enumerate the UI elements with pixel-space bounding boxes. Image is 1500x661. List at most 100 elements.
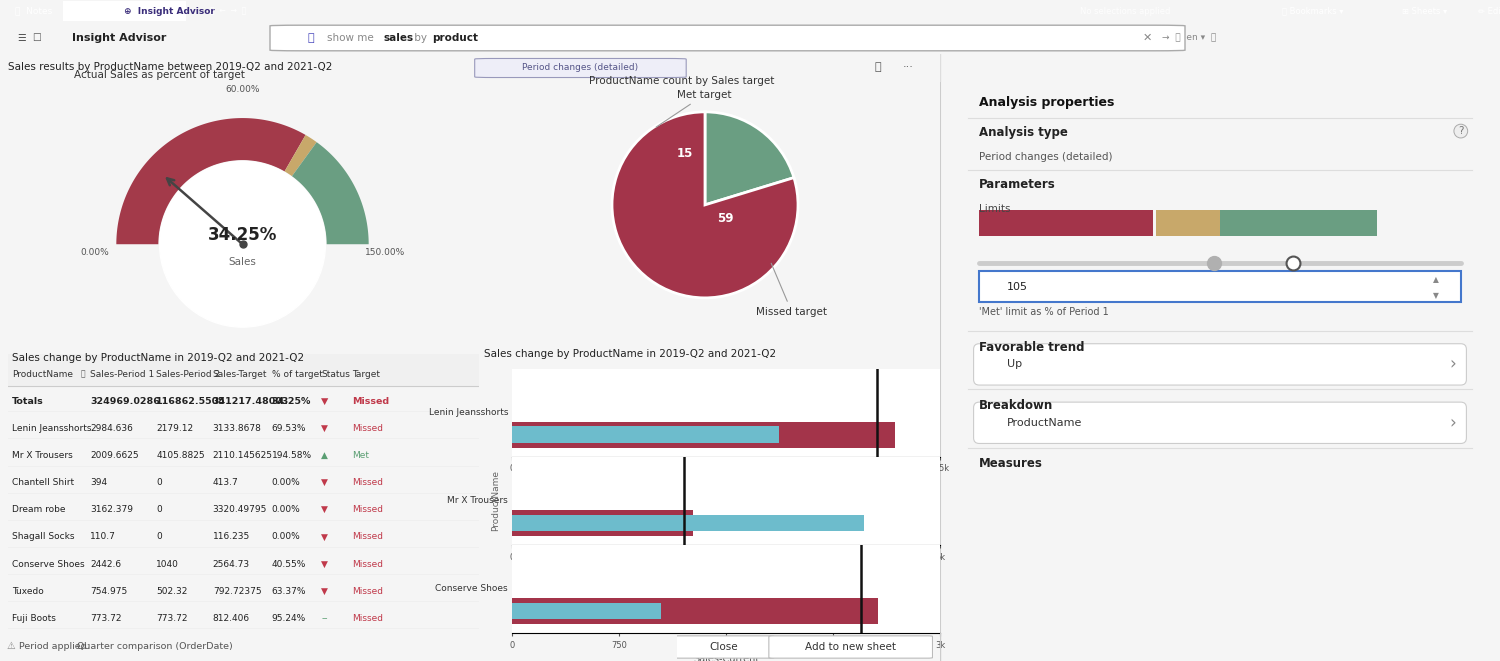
Text: ▼: ▼ xyxy=(1432,291,1438,300)
Text: Analysis properties: Analysis properties xyxy=(980,96,1114,109)
Text: ProductName count by Sales target: ProductName count by Sales target xyxy=(588,77,774,87)
Bar xyxy=(513,422,896,448)
Text: Missed: Missed xyxy=(352,614,382,623)
Text: Analysis type: Analysis type xyxy=(980,126,1068,139)
Text: 110.7: 110.7 xyxy=(90,532,116,541)
Text: Mr X Trousers: Mr X Trousers xyxy=(12,451,74,460)
Text: Parameters: Parameters xyxy=(980,178,1056,192)
Text: 3133.8678: 3133.8678 xyxy=(213,424,261,433)
Text: Missed: Missed xyxy=(352,424,382,433)
Text: ›: › xyxy=(1449,414,1456,432)
Text: 394: 394 xyxy=(90,478,106,487)
Text: Missed: Missed xyxy=(352,587,382,596)
Text: ›: › xyxy=(1449,356,1456,373)
Bar xyxy=(980,210,1154,236)
Text: ▼: ▼ xyxy=(321,532,328,541)
FancyBboxPatch shape xyxy=(63,1,186,21)
Text: ProductName: ProductName xyxy=(492,471,501,531)
FancyBboxPatch shape xyxy=(674,636,774,658)
X-axis label: Sales-Current: Sales-Current xyxy=(693,654,759,661)
Text: 0.00%: 0.00% xyxy=(272,478,300,487)
Text: 🔍: 🔍 xyxy=(81,369,86,379)
Text: 502.32: 502.32 xyxy=(156,587,188,596)
Text: ProductName: ProductName xyxy=(12,369,74,379)
Text: Missed: Missed xyxy=(352,560,382,568)
Text: Mr X Trousers: Mr X Trousers xyxy=(447,496,509,506)
Text: 59: 59 xyxy=(717,212,734,225)
Text: 150.00%: 150.00% xyxy=(364,248,405,257)
Text: 324969.0286: 324969.0286 xyxy=(90,397,160,406)
Text: 792.72375: 792.72375 xyxy=(213,587,261,596)
Text: 2009.6625: 2009.6625 xyxy=(90,451,138,460)
Text: 773.72: 773.72 xyxy=(90,614,122,623)
Bar xyxy=(513,598,877,624)
Text: Measures: Measures xyxy=(980,457,1042,470)
Text: Met target: Met target xyxy=(656,90,732,127)
Text: ▼: ▼ xyxy=(321,587,328,596)
Text: 60.00%: 60.00% xyxy=(225,85,260,94)
Text: ✏ Edit: ✏ Edit xyxy=(1478,7,1500,15)
Text: Up: Up xyxy=(1007,360,1023,369)
Text: by: by xyxy=(411,33,430,43)
Bar xyxy=(1220,210,1377,236)
Text: Limits: Limits xyxy=(980,204,1011,214)
Text: ▼: ▼ xyxy=(321,560,328,568)
Text: % of target: % of target xyxy=(272,369,322,379)
Text: Missed target: Missed target xyxy=(756,263,826,317)
Text: No selections applied: No selections applied xyxy=(1080,7,1170,15)
Text: Actual Sales as percent of target: Actual Sales as percent of target xyxy=(75,70,244,80)
Bar xyxy=(8,354,480,385)
Text: 69.53%: 69.53% xyxy=(272,424,306,433)
Text: ⊞ Sheets ▾: ⊞ Sheets ▾ xyxy=(1402,7,1447,15)
Text: Status: Status xyxy=(321,369,350,379)
Text: ?: ? xyxy=(1458,126,1464,136)
Text: 🔍  ←  →  📌: 🔍 ← → 📌 xyxy=(210,7,246,15)
Text: Lenin Jeansshorts: Lenin Jeansshorts xyxy=(429,408,508,417)
Text: 116862.5505: 116862.5505 xyxy=(156,397,226,406)
Text: Add to new sheet: Add to new sheet xyxy=(806,642,895,652)
Text: 📊 Bookmarks ▾: 📊 Bookmarks ▾ xyxy=(1282,7,1344,15)
Text: ProductName: ProductName xyxy=(1007,418,1083,428)
Text: ▼: ▼ xyxy=(321,478,328,487)
Text: 95.24%: 95.24% xyxy=(272,614,306,623)
Text: ···: ··· xyxy=(903,62,914,73)
Text: ▼: ▼ xyxy=(321,397,328,406)
Text: ⛶: ⛶ xyxy=(874,62,880,73)
FancyBboxPatch shape xyxy=(770,636,933,658)
Text: Period changes (detailed): Period changes (detailed) xyxy=(522,63,638,72)
Text: 2442.6: 2442.6 xyxy=(90,560,122,568)
Polygon shape xyxy=(285,135,316,176)
FancyBboxPatch shape xyxy=(474,58,686,77)
Text: ⚠: ⚠ xyxy=(6,641,15,652)
Text: 0.00%: 0.00% xyxy=(81,248,110,257)
Text: 812.406: 812.406 xyxy=(213,614,250,623)
Text: Favorable trend: Favorable trend xyxy=(980,341,1084,354)
Text: Quarter comparison (OrderDate): Quarter comparison (OrderDate) xyxy=(76,642,232,651)
Text: 34.25%: 34.25% xyxy=(209,225,278,244)
Text: 🔍: 🔍 xyxy=(308,33,314,43)
Bar xyxy=(513,514,864,531)
Text: Missed: Missed xyxy=(352,532,382,541)
Text: 341217.48003: 341217.48003 xyxy=(213,397,290,406)
Text: Breakdown: Breakdown xyxy=(980,399,1053,412)
Text: Sales results by ProductName between 2019-Q2 and 2021-Q2: Sales results by ProductName between 201… xyxy=(8,62,332,73)
Text: Chantell Shirt: Chantell Shirt xyxy=(12,478,75,487)
Text: 2179.12: 2179.12 xyxy=(156,424,194,433)
FancyBboxPatch shape xyxy=(270,25,1185,51)
Text: 2984.636: 2984.636 xyxy=(90,424,134,433)
Text: Target: Target xyxy=(352,369,380,379)
Text: 2564.73: 2564.73 xyxy=(213,560,250,568)
Text: Period changes (detailed): Period changes (detailed) xyxy=(980,152,1113,162)
Text: ▼: ▼ xyxy=(321,424,328,433)
Text: 63.37%: 63.37% xyxy=(272,587,306,596)
Text: 194.58%: 194.58% xyxy=(272,451,312,460)
Text: ⬜  Notes: ⬜ Notes xyxy=(15,7,52,15)
Text: ☰  ☐: ☰ ☐ xyxy=(18,33,42,43)
Text: 0.00%: 0.00% xyxy=(272,505,300,514)
Text: ⊕  Insight Advisor: ⊕ Insight Advisor xyxy=(124,7,216,15)
Text: ▲: ▲ xyxy=(321,451,328,460)
FancyBboxPatch shape xyxy=(974,402,1467,444)
Text: Conserve Shoes: Conserve Shoes xyxy=(435,584,508,594)
Text: ▼: ▼ xyxy=(321,505,328,514)
Text: 40.55%: 40.55% xyxy=(272,560,306,568)
